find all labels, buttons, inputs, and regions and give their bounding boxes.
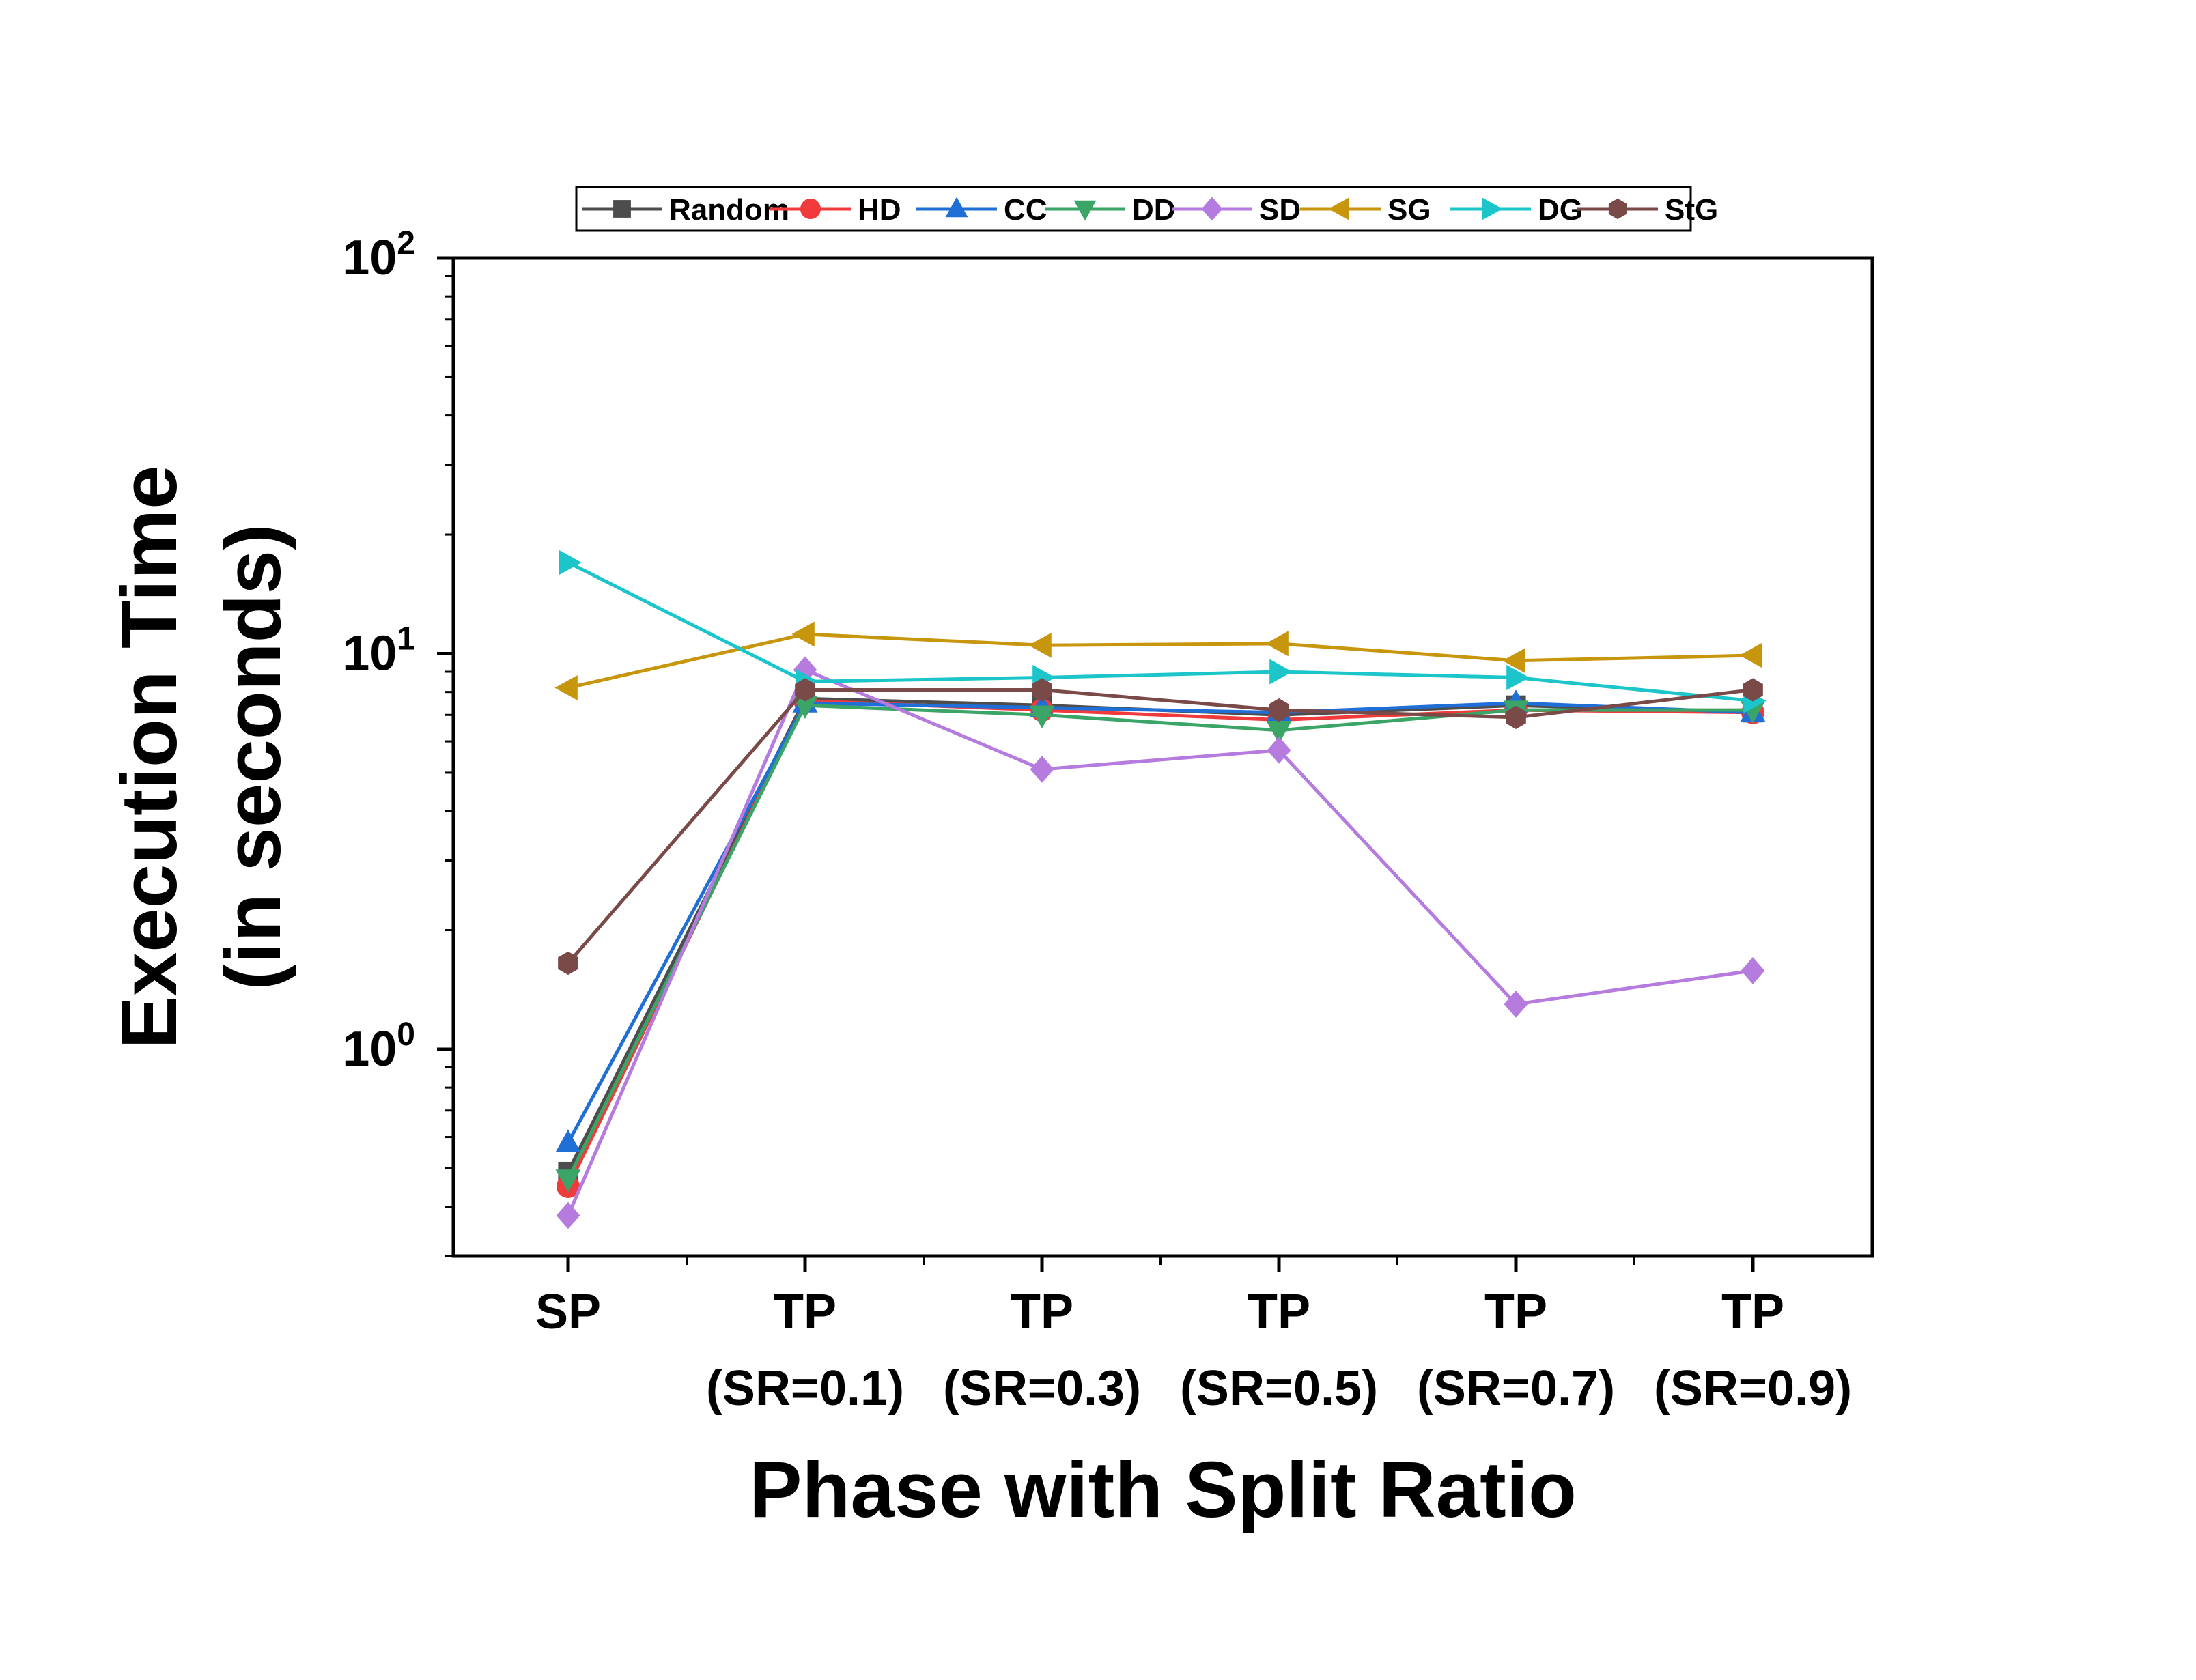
- data-point: [559, 550, 582, 575]
- series-line: [567, 560, 1754, 703]
- x-tick-sublabel: (SR=0.7): [1417, 1361, 1615, 1416]
- data-point: [1269, 659, 1293, 685]
- y-tick-label: 100: [342, 1016, 415, 1077]
- x-tick-sublabel: (SR=0.5): [1180, 1361, 1378, 1416]
- series-sg: [554, 621, 1762, 700]
- x-tick-sublabel: (SR=0.9): [1654, 1361, 1852, 1416]
- legend-label: HD: [858, 193, 901, 227]
- legend-entry-sd: SD: [1172, 193, 1301, 227]
- y-tick-label: 102: [342, 225, 415, 285]
- x-tick-sublabel: (SR=0.3): [943, 1361, 1141, 1416]
- data-point: [554, 674, 578, 700]
- legend-entry-dd: DD: [1045, 193, 1176, 227]
- x-tick-label: TP: [1011, 1285, 1073, 1339]
- legend-label: StG: [1665, 193, 1718, 227]
- y-axis-title-2: (in seconds): [208, 524, 297, 990]
- legend-label: Random: [669, 193, 789, 227]
- data-point: [1269, 698, 1289, 722]
- legend-marker: [613, 200, 631, 218]
- legend-label: DD: [1132, 193, 1176, 227]
- series-line: [567, 632, 1754, 689]
- data-point: [558, 951, 578, 976]
- data-point: [1739, 642, 1762, 668]
- legend-marker: [1482, 197, 1503, 220]
- data-point: [555, 1169, 581, 1193]
- series-line: [566, 701, 1754, 1144]
- series-line: [566, 703, 1753, 1180]
- x-tick-sublabel: (SR=0.1): [706, 1361, 904, 1416]
- series-sd: [556, 656, 1765, 1229]
- legend-marker: [800, 199, 821, 219]
- legend-marker: [1328, 197, 1349, 220]
- series-layer: [554, 550, 1766, 1229]
- data-point: [555, 1129, 581, 1152]
- series-line: [567, 688, 1754, 965]
- data-point: [1506, 665, 1530, 691]
- data-point: [1741, 956, 1765, 984]
- x-axis-title: Phase with Split Ratio: [749, 1445, 1577, 1534]
- y-axis-title-line-1: Execution Time: [104, 465, 193, 1049]
- data-point: [1504, 991, 1528, 1018]
- legend-entry-dg: DG: [1450, 193, 1583, 227]
- data-point: [795, 678, 815, 702]
- data-point: [1267, 737, 1291, 764]
- legend-marker: [1201, 197, 1223, 221]
- series-line: [566, 668, 1754, 1216]
- legend-entry-stg: StG: [1577, 193, 1718, 227]
- plot-frame: [451, 256, 1874, 1258]
- legend-entry-cc: CC: [916, 193, 1047, 227]
- legend-marker: [945, 197, 968, 218]
- data-point: [1028, 632, 1052, 658]
- legend-entry-random: Random: [582, 193, 789, 227]
- y-tick-label: 101: [342, 621, 415, 681]
- x-tick-label: SP: [535, 1285, 601, 1339]
- x-tick-label: TP: [1248, 1285, 1310, 1339]
- x-tick-label: TP: [1721, 1285, 1784, 1339]
- data-point: [556, 1201, 580, 1229]
- x-tick-label: TP: [774, 1285, 836, 1339]
- legend-label: DG: [1538, 193, 1583, 227]
- legend: Random HD CC DD SD SG DG StG: [575, 186, 1718, 232]
- plot-area-border: [451, 256, 1874, 1258]
- data-point: [791, 621, 815, 647]
- data-point: [1743, 678, 1763, 702]
- x-tick-label: TP: [1484, 1285, 1547, 1339]
- y-axis-title-line-2: (in seconds): [208, 524, 297, 990]
- data-point: [1032, 678, 1052, 702]
- legend-entry-hd: HD: [770, 193, 901, 227]
- y-axis-title: Execution Time: [104, 465, 193, 1049]
- data-point: [1030, 756, 1054, 783]
- legend-entry-sg: SG: [1300, 193, 1431, 227]
- x-axis: SP TP (SR=0.1) TP (SR=0.3) TP (SR=0.5) TP (SR=0.…: [535, 1256, 1852, 1416]
- legend-marker: [1608, 198, 1627, 220]
- data-point: [1029, 705, 1055, 728]
- y-axis: 100 101 102: [342, 225, 453, 1257]
- series-stg: [558, 678, 1763, 976]
- legend-label: SG: [1388, 193, 1431, 227]
- legend-marker: [1073, 200, 1097, 221]
- legend-label: CC: [1004, 193, 1047, 227]
- data-point: [1265, 631, 1289, 657]
- data-point: [1502, 648, 1525, 674]
- legend-label: SD: [1259, 193, 1301, 227]
- data-point: [1506, 705, 1526, 730]
